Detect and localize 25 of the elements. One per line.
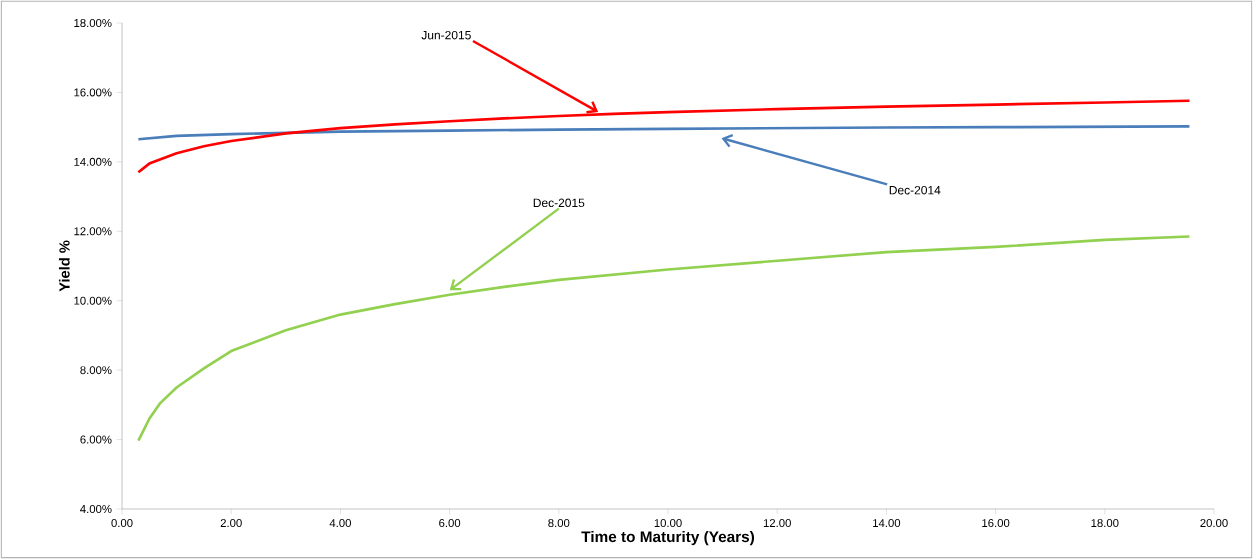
x-tick-label: 18.00 bbox=[1091, 519, 1119, 528]
y-axis-title: Yield % bbox=[58, 240, 70, 292]
x-tick-label: 16.00 bbox=[982, 519, 1010, 528]
y-tick-label: 16.00% bbox=[74, 88, 112, 97]
y-tick-label: 6.00% bbox=[80, 435, 112, 444]
x-tick-label: 2.00 bbox=[220, 519, 242, 528]
x-tick-label: 4.00 bbox=[329, 519, 351, 528]
x-axis-title: Time to Maturity (Years) bbox=[581, 530, 755, 546]
x-tick-label: 8.00 bbox=[548, 519, 570, 528]
y-tick-label: 8.00% bbox=[80, 366, 112, 375]
x-tick-label: 0.00 bbox=[111, 519, 133, 528]
y-tick-label: 4.00% bbox=[80, 504, 112, 513]
text: Jun-2015 bbox=[421, 30, 471, 40]
x-tick-label: 10.00 bbox=[654, 519, 682, 528]
text: Dec-2014 bbox=[889, 185, 941, 195]
x-tick-label: 12.00 bbox=[763, 519, 791, 528]
y-tick-label: 10.00% bbox=[74, 296, 112, 305]
y-tick-label: 18.00% bbox=[74, 18, 112, 27]
y-tick-label: 14.00% bbox=[74, 157, 112, 166]
x-tick-label: 6.00 bbox=[439, 519, 461, 528]
line-series bbox=[137, 99, 1191, 174]
text: Dec-2015 bbox=[533, 198, 585, 208]
y-tick-label: 12.00% bbox=[74, 227, 112, 236]
x-tick-label: 20.00 bbox=[1200, 519, 1228, 528]
x-tick-label: 14.00 bbox=[873, 519, 901, 528]
